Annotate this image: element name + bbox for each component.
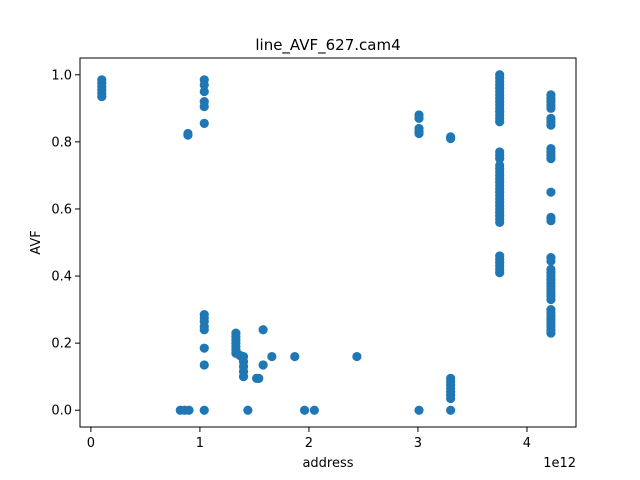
y-axis: 0.0 0.2 0.4 0.6 0.8 1.0 [51, 68, 80, 419]
data-point [309, 405, 319, 415]
data-point [267, 351, 277, 362]
data-point [546, 103, 556, 113]
data-point [299, 405, 310, 415]
x-tick-label: 1 [196, 436, 204, 451]
data-point [199, 102, 209, 112]
data-point [199, 360, 209, 370]
data-point [446, 133, 456, 144]
y-tick-label: 0.6 [51, 202, 72, 217]
data-point [446, 405, 456, 415]
chart-title: line_AVF_627.cam4 [255, 36, 400, 55]
data-point [495, 268, 505, 278]
data-point [199, 325, 209, 335]
data-point [183, 130, 193, 140]
y-tick-label: 0.8 [51, 135, 72, 150]
data-point [495, 154, 505, 164]
data-point [546, 294, 556, 305]
y-tick-label: 0.0 [51, 404, 72, 419]
x-tick-label: 2 [305, 436, 313, 451]
x-axis-label: address [302, 456, 353, 471]
data-point [199, 86, 209, 97]
data-point [414, 113, 424, 123]
data-point [546, 216, 556, 226]
plot-frame [79, 57, 577, 428]
y-tick-label: 0.2 [51, 337, 72, 352]
y-tick-label: 0.4 [51, 270, 72, 285]
y-tick-label: 1.0 [51, 68, 72, 83]
data-point [184, 405, 194, 415]
data-point [258, 360, 268, 370]
data-point [495, 217, 505, 227]
data-point [199, 405, 209, 415]
data-point [546, 187, 556, 197]
data-point [495, 117, 505, 127]
data-point [414, 405, 424, 415]
data-point [414, 128, 424, 139]
data-point [446, 393, 456, 404]
data-point [546, 256, 556, 266]
data-point [97, 91, 107, 102]
data-point [258, 325, 268, 335]
data-point [199, 343, 209, 353]
data-point [238, 372, 249, 382]
data-point [546, 154, 556, 164]
x-axis-offset-label: 1e12 [543, 456, 576, 471]
x-tick-label: 4 [523, 436, 531, 451]
data-point [199, 80, 209, 90]
data-point [352, 351, 362, 362]
data-point [290, 351, 300, 362]
data-point [199, 118, 209, 129]
x-axis: 0 1 2 3 4 [87, 427, 531, 451]
data-point [243, 405, 253, 415]
data-point [546, 328, 556, 338]
data-point [254, 373, 264, 383]
x-tick-label: 3 [414, 436, 422, 451]
data-point [546, 120, 556, 130]
y-axis-label: AVF [29, 230, 44, 254]
x-tick-label: 0 [87, 436, 95, 451]
points-layer [97, 70, 556, 415]
